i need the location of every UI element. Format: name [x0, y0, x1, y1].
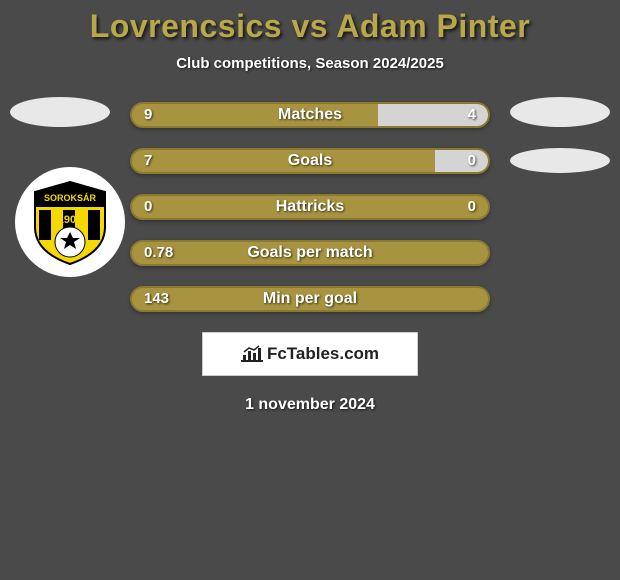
club-badge-left: SOROKSÁR 1905 — [15, 167, 125, 277]
stats-area: SOROKSÁR 1905 9Matches47Goals00Hattricks… — [0, 102, 620, 312]
attribution-text: FcTables.com — [267, 344, 379, 364]
player-avatar-left — [10, 97, 110, 127]
stat-label: Min per goal — [132, 288, 488, 310]
chart-icon — [241, 345, 263, 363]
stat-label: Goals — [132, 150, 488, 172]
svg-text:SOROKSÁR: SOROKSÁR — [44, 193, 97, 203]
stat-bar: 7Goals0 — [130, 148, 490, 174]
stat-label: Goals per match — [132, 242, 488, 264]
stat-value-right: 4 — [468, 104, 476, 126]
stat-label: Matches — [132, 104, 488, 126]
club-badge-right — [510, 148, 610, 173]
player-avatar-right — [510, 97, 610, 127]
infographic-container: Lovrencsics vs Adam Pinter Club competit… — [0, 0, 620, 414]
attribution-badge: FcTables.com — [202, 332, 418, 376]
svg-text:1905: 1905 — [58, 214, 82, 226]
stat-bar: 0Hattricks0 — [130, 194, 490, 220]
stat-bar: 9Matches4 — [130, 102, 490, 128]
page-title: Lovrencsics vs Adam Pinter — [0, 8, 620, 45]
stat-label: Hattricks — [132, 196, 488, 218]
date-label: 1 november 2024 — [0, 396, 620, 414]
soroksar-logo-icon: SOROKSÁR 1905 — [25, 177, 115, 267]
stat-bar: 0.78Goals per match — [130, 240, 490, 266]
stat-value-right: 0 — [468, 150, 476, 172]
stat-value-right: 0 — [468, 196, 476, 218]
stat-bar: 143Min per goal — [130, 286, 490, 312]
subtitle: Club competitions, Season 2024/2025 — [0, 55, 620, 72]
